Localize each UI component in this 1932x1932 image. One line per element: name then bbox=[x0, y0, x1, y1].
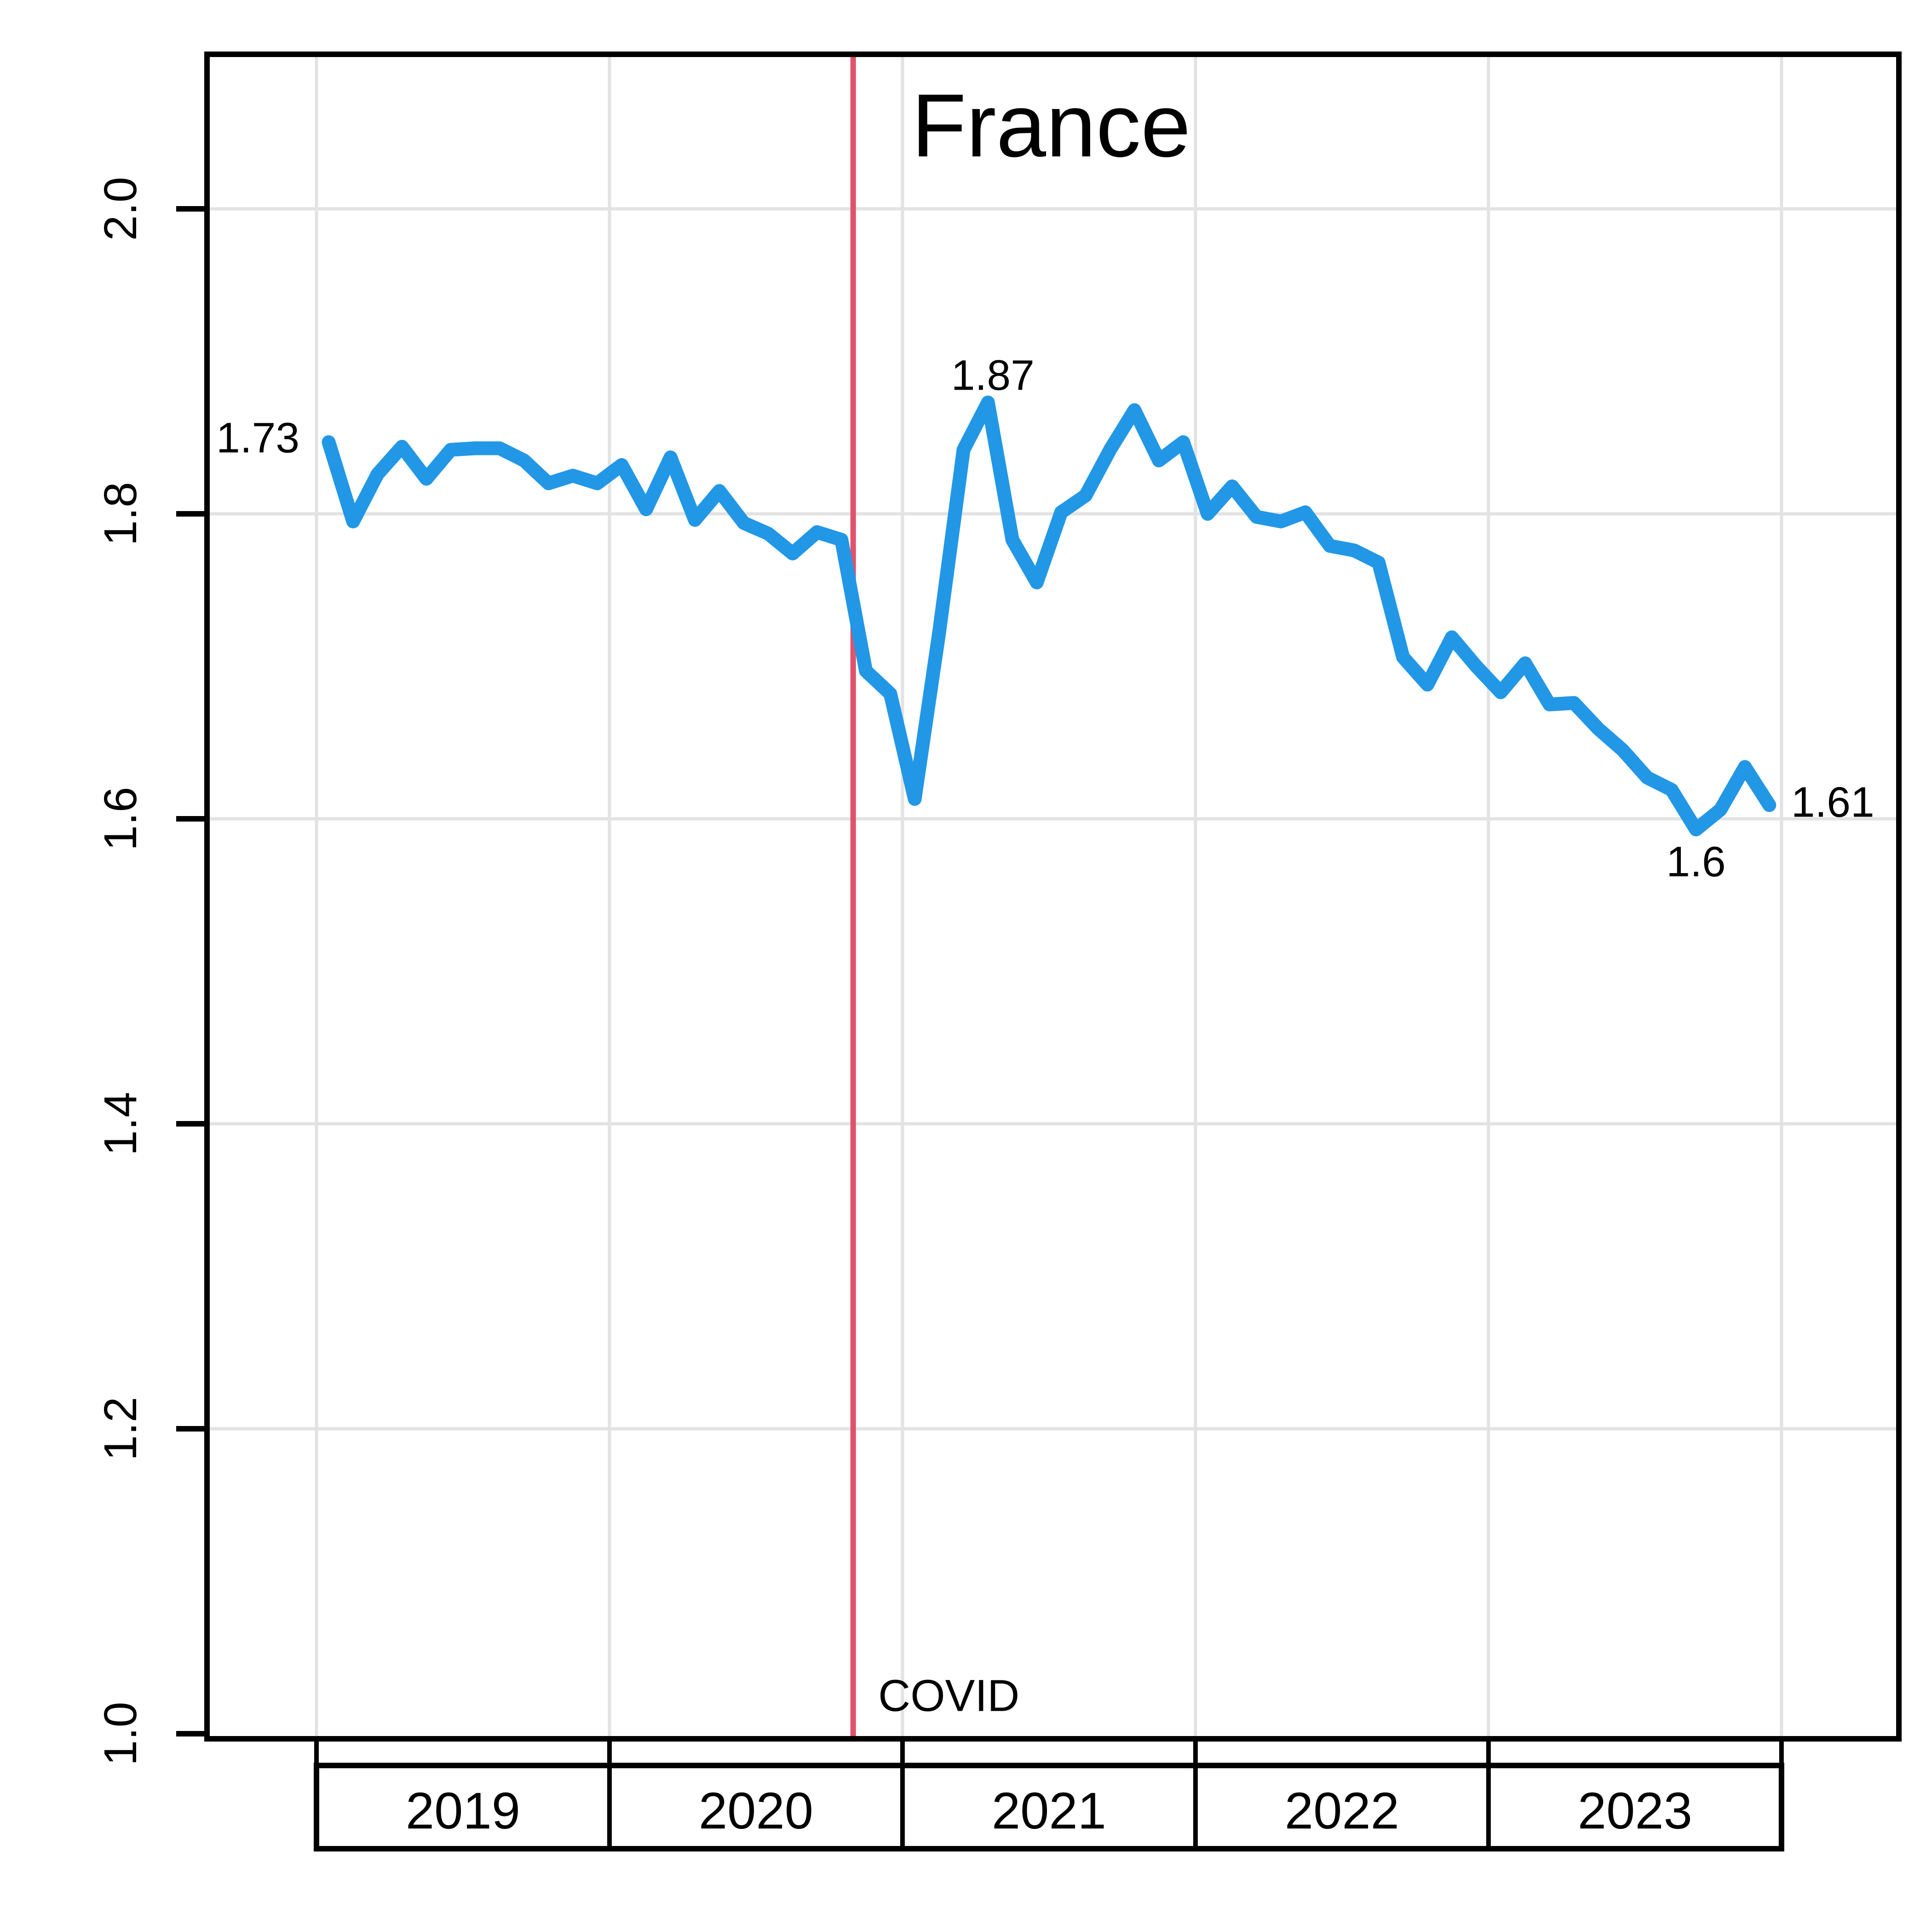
value-annotation: 1.61 bbox=[1791, 778, 1874, 826]
chart-title: France bbox=[912, 75, 1191, 176]
axes bbox=[176, 52, 1902, 1852]
y-tick-label: 1.2 bbox=[95, 1397, 146, 1460]
y-tick-label: 1.6 bbox=[95, 787, 146, 851]
value-annotation: 1.73 bbox=[216, 414, 299, 461]
gridlines bbox=[207, 54, 1899, 1739]
year-label: 2019 bbox=[406, 1782, 520, 1840]
tfr-line bbox=[322, 396, 1777, 837]
y-tick-label: 1.4 bbox=[95, 1092, 146, 1156]
y-tick-label: 1.8 bbox=[95, 482, 146, 546]
plot-border bbox=[204, 52, 1902, 1742]
year-label: 2022 bbox=[1285, 1782, 1399, 1840]
year-label: 2020 bbox=[699, 1782, 813, 1840]
covid-marker: COVID bbox=[850, 54, 1019, 1739]
covid-label: COVID bbox=[878, 1671, 1019, 1721]
y-tick-label: 1.0 bbox=[95, 1702, 146, 1765]
y-tick-label: 2.0 bbox=[95, 177, 146, 241]
year-label: 2023 bbox=[1578, 1782, 1692, 1840]
value-annotation: 1.87 bbox=[951, 351, 1035, 399]
labels: France 1.73 1.87 1.6 1.61 1.0 1.2 1.4 1.6 1.8 2.0… bbox=[95, 75, 1874, 1840]
year-axis-box bbox=[314, 1763, 1784, 1852]
data-series bbox=[322, 396, 1777, 837]
year-label: 2021 bbox=[992, 1782, 1106, 1840]
value-annotation: 1.6 bbox=[1666, 838, 1725, 886]
